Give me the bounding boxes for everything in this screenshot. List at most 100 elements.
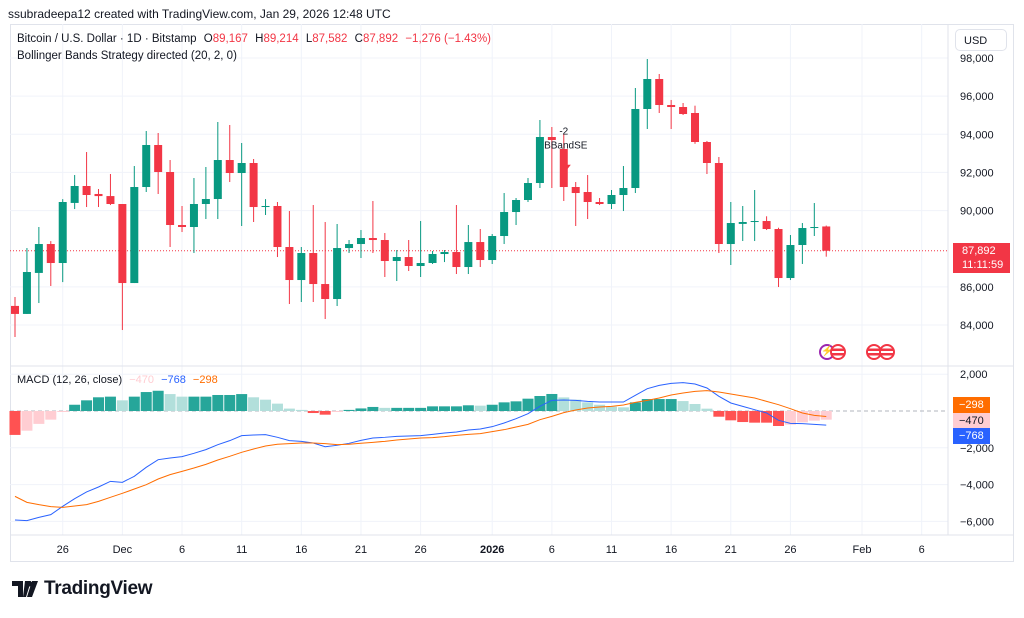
histogram-bar (474, 405, 486, 411)
histogram-bar (784, 411, 796, 425)
histogram-bar (307, 411, 319, 414)
candle (189, 178, 198, 254)
candle (726, 202, 735, 266)
candle (476, 229, 485, 268)
candle-body (166, 172, 175, 226)
histogram-bar (737, 411, 749, 423)
candle-body (309, 253, 318, 285)
price-tick-label: 86,000 (960, 282, 994, 294)
tradingview-logo[interactable]: TradingView (12, 578, 153, 600)
time-tick-label: 26 (414, 544, 426, 556)
candle-body (22, 272, 31, 314)
candle (297, 247, 306, 303)
candle-body (726, 223, 735, 245)
histogram-bar (534, 396, 546, 411)
histogram-bar (427, 406, 439, 411)
time-tick-label: Feb (853, 544, 872, 556)
histogram-bar (355, 408, 367, 411)
candle (368, 201, 377, 254)
candle (798, 223, 807, 264)
histogram-bar (498, 402, 510, 411)
candle (380, 233, 389, 278)
low-label: L (305, 33, 313, 45)
candle-body (476, 242, 485, 261)
histogram-bar (486, 404, 498, 411)
candle-body (488, 236, 497, 261)
histogram-bar (379, 407, 391, 411)
candle (213, 122, 222, 220)
candle (11, 296, 19, 338)
candle (631, 87, 640, 194)
candle (201, 167, 210, 220)
candle (237, 142, 246, 227)
candle (345, 240, 354, 254)
candle (34, 227, 43, 304)
macd-line (14, 382, 827, 522)
histogram-bar (415, 407, 427, 411)
candle (440, 250, 449, 263)
histogram-bar (248, 397, 260, 411)
us-flag-event-icon[interactable] (830, 344, 846, 360)
signal-value-label: −298 (953, 397, 990, 413)
time-tick-label: 6 (919, 544, 925, 556)
candle (178, 205, 187, 233)
candle (512, 198, 521, 226)
candle (309, 205, 318, 303)
candle (774, 227, 783, 288)
candle-body (571, 187, 580, 194)
histogram-bar (45, 411, 57, 420)
macd-tick-label: −2,000 (960, 443, 994, 455)
histogram-bar (677, 401, 689, 411)
histogram-bar (796, 411, 808, 423)
histogram-bar (319, 411, 331, 415)
time-tick-label: 6 (549, 544, 555, 556)
candle (392, 250, 401, 282)
candle (82, 152, 91, 208)
price-axis: 98,000 96,000 94,000 92,000 90,000 86,000 84,0… (960, 53, 994, 332)
histogram-value-label: −470 (953, 413, 990, 429)
grid-lines (10, 24, 948, 535)
candle (535, 119, 544, 189)
candle-body (452, 252, 461, 268)
histogram-bar (176, 396, 188, 411)
histogram-bar (224, 394, 236, 411)
histogram-bar (749, 411, 761, 423)
macd-legend[interactable]: MACD (12, 26, close) −470 −768 −298 (17, 374, 218, 386)
candle-body (130, 187, 139, 284)
us-flag-event-icon[interactable] (879, 344, 895, 360)
candle (714, 157, 723, 254)
candle (810, 203, 819, 237)
indicator-legend[interactable]: Bollinger Bands Strategy directed (20, 2… (17, 50, 237, 62)
candle (679, 103, 688, 116)
candle (452, 205, 461, 275)
price-tick-label: 92,000 (960, 167, 994, 179)
candle (416, 221, 425, 278)
candle-body (786, 245, 795, 279)
candle (762, 216, 771, 231)
candle-body (583, 192, 592, 203)
candle-body (297, 253, 306, 281)
symbol-name[interactable]: Bitcoin / U.S. Dollar · 1D · Bitstamp (17, 33, 197, 45)
time-tick-label: Dec (113, 544, 133, 556)
macd-title: MACD (12, 26, close) (17, 374, 123, 386)
time-axis: 26 Dec 6 11 16 21 26 2026 6 11 16 21 26 Feb 6 (57, 544, 925, 556)
currency-button[interactable]: USD (955, 29, 1007, 51)
histogram-bar (725, 411, 737, 421)
candle (738, 205, 747, 242)
macd-signal-value: −298 (192, 374, 218, 386)
histogram-bar (367, 406, 379, 411)
price-tick-label: 90,000 (960, 206, 994, 218)
histogram-bar (665, 399, 677, 411)
histogram-bar (653, 399, 665, 411)
candle-body (762, 221, 771, 230)
candle (655, 74, 664, 114)
change-value: −1,276 (−1.43%) (405, 33, 491, 45)
candle-body (178, 225, 187, 228)
candle-body (213, 160, 222, 200)
candle-body (631, 108, 640, 189)
histogram-bar (391, 407, 403, 411)
time-tick-label: 2026 (480, 544, 504, 556)
symbol-legend: Bitcoin / U.S. Dollar · 1D · Bitstamp O8… (17, 33, 491, 45)
candle (58, 199, 67, 283)
